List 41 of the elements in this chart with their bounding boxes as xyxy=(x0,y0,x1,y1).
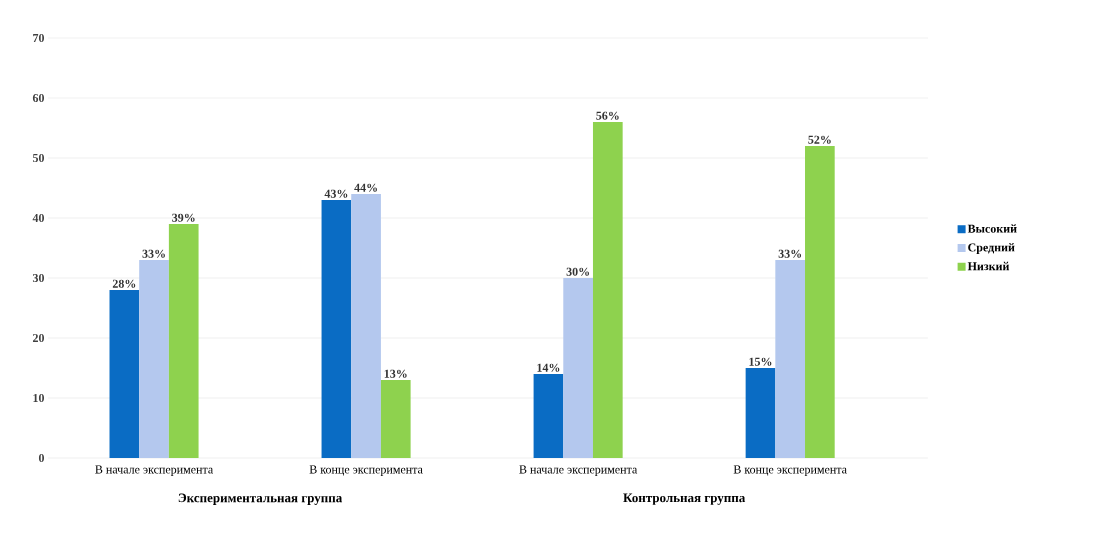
y-tick-label: 20 xyxy=(32,333,45,343)
x-tick-label: В конце эксперимента xyxy=(309,465,423,476)
bar xyxy=(745,367,776,458)
bar xyxy=(775,260,806,458)
y-tick-label: 30 xyxy=(32,273,45,283)
bar xyxy=(533,373,564,458)
x-tick-label: В начале эксперимента xyxy=(519,465,638,476)
y-tick-label: 60 xyxy=(32,93,45,103)
x-tick-label: В конце эксперимента xyxy=(733,465,847,476)
legend-label: Высокий xyxy=(967,224,1017,233)
bar xyxy=(109,289,140,458)
bar xyxy=(805,146,835,458)
data-label: 13% xyxy=(384,369,407,378)
text: Контрольная группа xyxy=(623,493,746,505)
legend-label: Низкий xyxy=(967,261,1010,271)
text: Экспериментальная группа xyxy=(178,493,343,505)
y-tick-label: 10 xyxy=(33,393,45,403)
data-label: 30% xyxy=(566,267,589,276)
data-label: 43% xyxy=(324,189,348,198)
bar xyxy=(321,200,352,458)
data-label: 39% xyxy=(172,213,195,222)
x-tick-label: В начале эксперимента xyxy=(95,465,214,476)
data-label: 52% xyxy=(808,135,831,144)
y-tick-label: 0 xyxy=(38,453,45,463)
bar xyxy=(351,194,381,458)
data-label: 28% xyxy=(112,279,136,288)
y-tick-label: 70 xyxy=(33,33,45,43)
bar xyxy=(380,379,411,458)
data-label: 14% xyxy=(537,363,560,372)
legend-label: Средний xyxy=(968,243,1015,254)
bar xyxy=(168,223,199,458)
y-tick-label: 50 xyxy=(32,153,45,163)
data-label: 33% xyxy=(142,249,165,258)
data-label: 33% xyxy=(778,249,802,258)
y-tick-label: 40 xyxy=(32,213,45,223)
data-label: 44% xyxy=(354,183,377,192)
bar xyxy=(563,278,593,458)
data-label: 15% xyxy=(749,357,772,366)
data-label: 56% xyxy=(596,111,619,120)
bar xyxy=(592,122,623,458)
bar xyxy=(139,260,169,458)
